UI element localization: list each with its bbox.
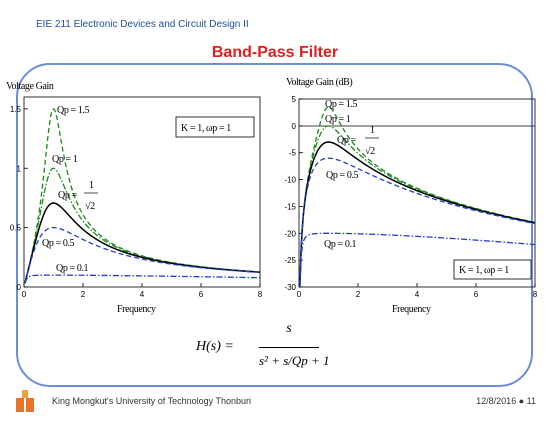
left-xlabel: Frequency xyxy=(117,304,156,315)
right-ylabel: Voltage Gain (dB) xyxy=(286,77,352,88)
right-label-q707-den: √2 xyxy=(365,146,375,157)
footer-university: King Mongkut's University of Technology … xyxy=(52,396,251,406)
series-line-qp-1-2 xyxy=(299,141,536,285)
series-line-qp-0-1 xyxy=(24,274,261,284)
footer-bullet: ● xyxy=(518,396,527,406)
right-label-q15: Qp = 1.5 xyxy=(325,99,358,110)
top-band xyxy=(0,0,550,10)
left-label-q01: Qp = 0.1 xyxy=(56,263,89,274)
x-tick-label: 8 xyxy=(258,290,263,299)
course-title: EIE 211 Electronic Devices and Circuit D… xyxy=(36,19,249,30)
x-tick-label: 6 xyxy=(199,290,204,299)
right-label-q707-prefix: Qp = xyxy=(337,135,357,146)
left-label-q707-den: √2 xyxy=(85,201,95,212)
left-label-q1: Qp = 1 xyxy=(52,154,78,165)
x-tick-label: 0 xyxy=(297,290,302,299)
footer-page: 11 xyxy=(526,396,536,406)
left-chart: Voltage Gain 0 0.5 1 1.5 0 2 4 6 8 Frequency K … xyxy=(6,81,263,315)
left-curves xyxy=(24,108,261,284)
x-tick-label: 4 xyxy=(140,290,145,299)
right-param-text: K = 1, ωp = 1 xyxy=(459,265,509,276)
y-tick-label: 0 xyxy=(292,122,297,131)
y-tick-label: 0.5 xyxy=(10,224,22,233)
right-param-box xyxy=(453,259,532,280)
series-line-qp-0-1 xyxy=(299,232,536,287)
x-tick-label: 2 xyxy=(81,290,86,299)
left-ylabel: Voltage Gain xyxy=(6,81,54,92)
left-label-q707-num: 1 xyxy=(89,180,94,191)
right-curves xyxy=(299,106,536,287)
right-chart: Voltage Gain (dB) 5 0 -5 -10 -15 -20 -25 -30 0 2… xyxy=(284,77,537,315)
x-tick-label: 2 xyxy=(356,290,361,299)
transfer-function: H(s) = s s² + s/Qp + 1 xyxy=(196,321,330,381)
y-tick-label: 0 xyxy=(17,283,22,292)
right-label-q707-num: 1 xyxy=(370,125,375,136)
x-tick-label: 0 xyxy=(22,290,27,299)
formula-bar xyxy=(259,347,319,348)
footer-date-page: 12/8/2016 ● 11 xyxy=(476,396,536,406)
left-label-q15: Qp = 1.5 xyxy=(57,105,90,116)
y-tick-label: -10 xyxy=(284,176,296,185)
right-xlabel: Frequency xyxy=(392,304,431,315)
series-line-qp-1-2 xyxy=(24,202,261,284)
right-label-q05: Qp = 0.5 xyxy=(326,170,359,181)
y-tick-label: 5 xyxy=(292,95,297,104)
y-tick-label: -30 xyxy=(284,283,296,292)
x-tick-label: 6 xyxy=(474,290,479,299)
right-xticks: 0 2 4 6 8 xyxy=(297,283,538,299)
left-label-q707-prefix: Qp = xyxy=(58,190,78,201)
formula-denominator: s² + s/Qp + 1 xyxy=(259,353,330,368)
slide-title: Band-Pass Filter xyxy=(211,44,339,61)
university-logo xyxy=(14,388,36,414)
left-param-text: K = 1, ωp = 1 xyxy=(181,123,231,134)
footer-date: 12/8/2016 xyxy=(476,396,517,406)
left-yticks: 0 0.5 1 1.5 xyxy=(10,105,28,292)
series-line-qp-0-5 xyxy=(299,157,536,285)
right-plot-frame xyxy=(298,98,536,288)
series-line-qp-0-5 xyxy=(24,226,261,284)
series-line-qp-1-5 xyxy=(299,106,536,285)
formula-lhs: H(s) = xyxy=(196,339,234,354)
y-tick-label: -25 xyxy=(284,256,296,265)
left-param-box xyxy=(175,116,255,138)
left-xticks: 0 2 4 6 8 xyxy=(22,283,263,299)
x-tick-label: 4 xyxy=(415,290,420,299)
right-yticks: 5 0 -5 -10 -15 -20 -25 -30 xyxy=(284,95,303,292)
content-frame xyxy=(16,63,533,387)
right-label-q01: Qp = 0.1 xyxy=(324,239,357,250)
left-label-q05: Qp = 0.5 xyxy=(42,238,75,249)
y-tick-label: -15 xyxy=(284,202,296,211)
y-tick-label: 1.5 xyxy=(10,105,22,114)
y-tick-label: 1 xyxy=(17,164,22,173)
formula-numerator: s xyxy=(286,321,292,336)
y-tick-label: -20 xyxy=(284,229,296,238)
right-label-q1: Qp = 1 xyxy=(325,114,351,125)
y-tick-label: -5 xyxy=(289,149,297,158)
x-tick-label: 8 xyxy=(533,290,538,299)
